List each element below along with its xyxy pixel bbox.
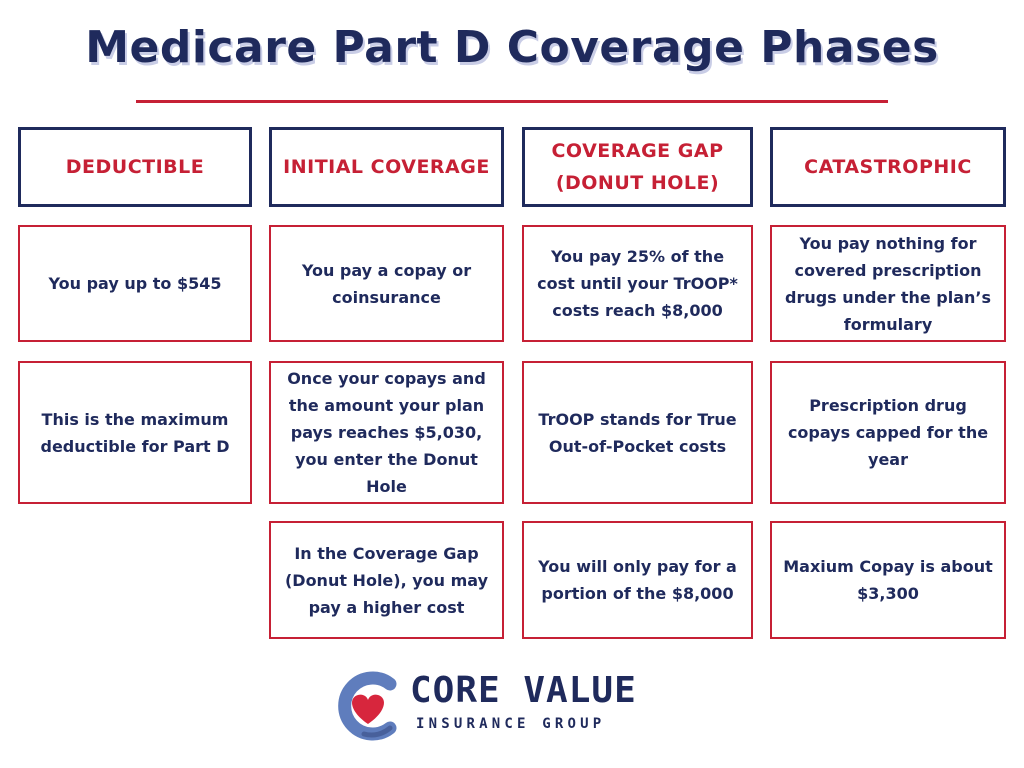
heart-c-icon — [338, 671, 397, 741]
cell-coverage-gap-2: TrOOP stands for True Out-of-Pocket cost… — [522, 361, 753, 504]
cell-catastrophic-2: Prescription drug copays capped for the … — [770, 361, 1006, 504]
header-catastrophic: CATASTROPHIC — [770, 127, 1006, 207]
logo-subtitle: INSURANCE GROUP — [416, 716, 606, 732]
cell-deductible-2: This is the maximum deductible for Part … — [18, 361, 252, 504]
cell-initial-coverage-1: You pay a copay or coinsurance — [269, 225, 504, 342]
page-title: Medicare Part D Coverage Phases — [85, 22, 939, 73]
header-deductible: DEDUCTIBLE — [18, 127, 252, 207]
cell-deductible-1: You pay up to $545 — [18, 225, 252, 342]
logo-name: CORE VALUE — [410, 670, 637, 711]
title-underline — [136, 100, 888, 103]
cell-coverage-gap-1: You pay 25% of the cost until your TrOOP… — [522, 225, 753, 342]
company-logo: CORE VALUE INSURANCE GROUP — [330, 668, 710, 748]
cell-coverage-gap-3: You will only pay for a portion of the $… — [522, 521, 753, 639]
cell-catastrophic-1: You pay nothing for covered prescription… — [770, 225, 1006, 342]
cell-initial-coverage-3: In the Coverage Gap (Donut Hole), you ma… — [269, 521, 504, 639]
header-initial-coverage: INITIAL COVERAGE — [269, 127, 504, 207]
cell-initial-coverage-2: Once your copays and the amount your pla… — [269, 361, 504, 504]
cell-catastrophic-3: Maxium Copay is about $3,300 — [770, 521, 1006, 639]
header-coverage-gap: COVERAGE GAP (DONUT HOLE) — [522, 127, 753, 207]
